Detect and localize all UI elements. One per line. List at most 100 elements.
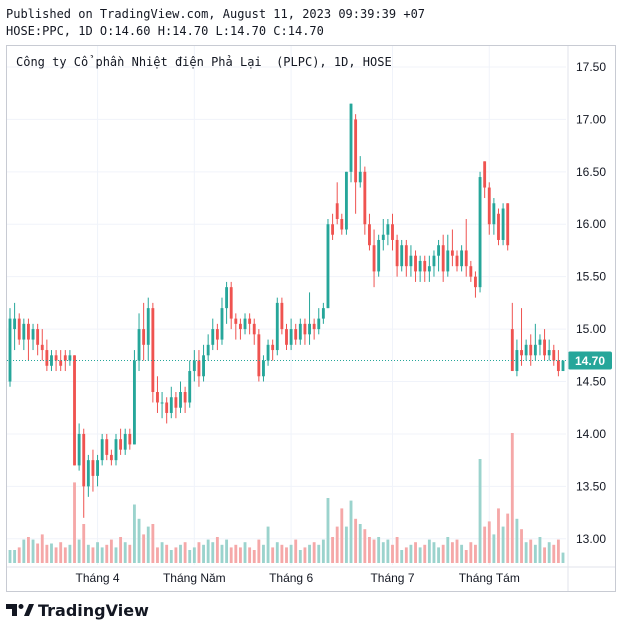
candle-body (188, 371, 192, 403)
volume-bar (285, 547, 288, 563)
last-price-badge (568, 351, 612, 370)
volume-bar (363, 529, 367, 563)
price-line-layer: 14.70 (7, 351, 612, 370)
candle-body (386, 224, 390, 235)
candle-body (538, 339, 542, 345)
candle-body (326, 224, 330, 309)
candle-body (151, 308, 155, 392)
volume-bar (418, 547, 422, 563)
volume-bar (13, 550, 17, 563)
candle-body (77, 433, 81, 466)
candle-body (156, 392, 159, 403)
candle-body (119, 439, 123, 450)
candle-body (395, 239, 399, 267)
candle-body (404, 245, 408, 267)
candle-layer (8, 103, 565, 518)
candle-body (82, 433, 86, 487)
volume-bar (547, 542, 551, 563)
candle-body (303, 323, 307, 335)
candle-body (533, 344, 537, 356)
volume-bar (506, 513, 510, 563)
volume-bar (510, 433, 514, 563)
footer-brand[interactable]: TradingView (6, 598, 149, 622)
candle-body (169, 397, 173, 413)
candle-body (262, 360, 265, 377)
y-tick-label: 14.00 (576, 427, 606, 441)
volume-bar (59, 542, 63, 563)
last-price-label: 14.70 (575, 354, 605, 368)
candle-body (340, 219, 344, 230)
volume-bar (82, 524, 86, 563)
volume-bar (368, 537, 371, 563)
candle-body (45, 350, 49, 366)
volume-bar (441, 544, 445, 563)
volume-bar (271, 547, 275, 563)
candle-body (27, 323, 30, 340)
volume-bar (294, 539, 298, 563)
volume-bar (257, 539, 261, 563)
volume-bar (36, 543, 40, 563)
volume-bar (91, 547, 95, 563)
volume-bar (561, 552, 565, 563)
volume-bar (165, 544, 169, 563)
candle-body (59, 360, 63, 366)
volume-bar (252, 550, 256, 563)
candle-body (455, 255, 459, 267)
volume-bar (303, 547, 307, 563)
volume-bar (238, 547, 242, 563)
volume-bar (105, 544, 109, 563)
candle-body (556, 360, 560, 372)
candle-body (109, 454, 113, 461)
volume-bar (492, 534, 496, 563)
volume-bar (206, 539, 210, 563)
candle-body (414, 255, 417, 272)
published-line: Published on TradingView.com, August 11,… (6, 7, 426, 21)
volume-bar (262, 544, 265, 563)
chart-title: Công ty Cổ phần Nhiệt điện Phả Lại (PLPC… (16, 55, 392, 69)
candle-body (280, 302, 284, 330)
candle-body (165, 402, 169, 413)
volume-bar (414, 542, 417, 563)
candle-body (349, 103, 353, 172)
volume-bar (298, 550, 302, 563)
volume-bar (326, 498, 330, 563)
axis-layer: 17.50 17.00 16.50 16.00 15.50 15.00 14.50 14.00… (7, 46, 615, 591)
candle-body (132, 360, 136, 445)
volume-bar (450, 542, 454, 563)
volume-bar (340, 508, 344, 563)
volume-bar (331, 537, 335, 563)
volume-bar (179, 544, 182, 563)
volume-bar (437, 547, 441, 563)
volume-bar (45, 544, 49, 563)
candle-body (437, 245, 441, 256)
candle-body (520, 350, 523, 356)
y-tick-label: 14.50 (576, 375, 606, 389)
candle-body (358, 171, 362, 183)
candle-body (100, 439, 104, 461)
volume-bar (220, 544, 224, 563)
candle-body (354, 119, 358, 183)
volume-bar (556, 539, 560, 563)
volume-bar (543, 547, 546, 563)
candle-body (432, 255, 436, 267)
volume-bar (317, 544, 321, 563)
candle-body (229, 287, 233, 319)
volume-bar (27, 537, 30, 563)
candle-body (529, 344, 533, 356)
volume-bar (478, 459, 482, 563)
x-tick-label: Tháng Tám (459, 571, 520, 585)
volume-bar (31, 539, 35, 563)
y-tick-label: 13.50 (576, 479, 606, 493)
candle-body (68, 355, 72, 361)
candle-body (344, 171, 348, 230)
candle-body (294, 329, 298, 340)
y-tick-label: 13.00 (576, 532, 606, 546)
candle-body (86, 460, 90, 487)
candle-body (266, 344, 270, 361)
y-tick-label: 17.00 (576, 112, 606, 126)
volume-bar (132, 504, 136, 563)
candle-body (215, 329, 219, 340)
volume-bar (160, 542, 164, 563)
volume-bar (497, 508, 500, 563)
